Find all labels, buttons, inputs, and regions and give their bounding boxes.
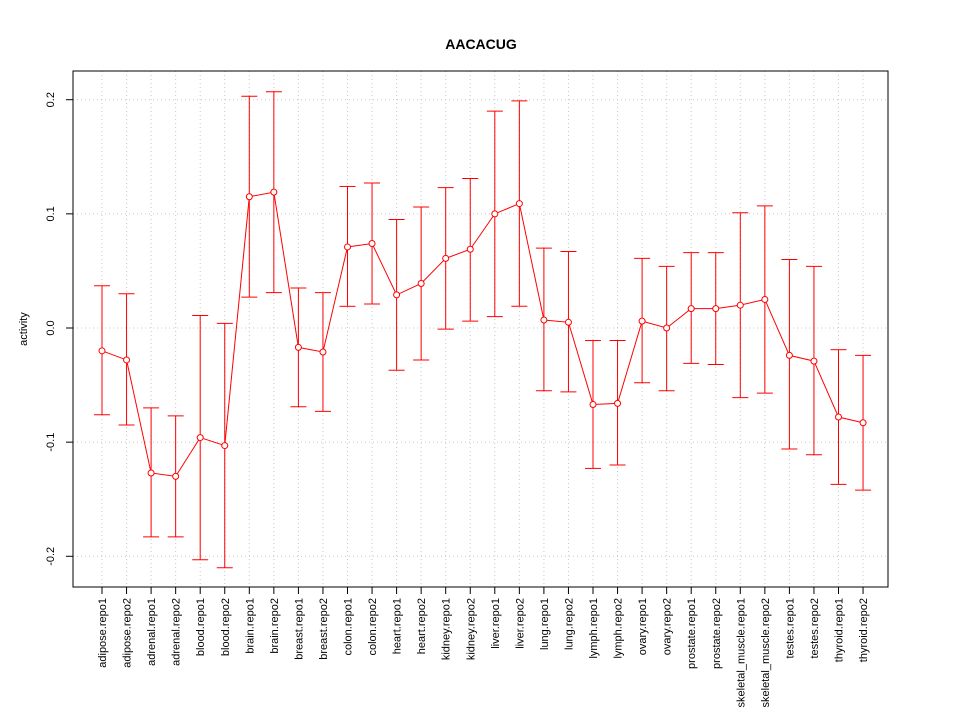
data-point <box>221 442 229 450</box>
data-point <box>245 193 253 201</box>
data-point <box>196 434 204 442</box>
data-point <box>270 188 278 196</box>
x-tick-label: breast.repo2 <box>318 598 330 660</box>
data-point <box>564 318 572 326</box>
data-point <box>810 357 818 365</box>
x-tick-label: ovary.repo2 <box>662 598 674 655</box>
data-point <box>344 243 351 251</box>
data-point <box>491 210 499 218</box>
data-point <box>540 316 548 324</box>
data-point <box>319 348 327 356</box>
series-line <box>101 191 864 477</box>
data-point <box>638 317 646 325</box>
y-tick-label: 0.2 <box>45 92 57 107</box>
data-point <box>859 419 867 427</box>
axes: -0.2 -0.1 0.0 0.1 0.2 adipose.repo1 adipose.re… <box>45 92 870 707</box>
data-point <box>393 291 401 299</box>
x-tick-label: liver.repo1 <box>490 598 502 649</box>
x-tick-label: breast.repo1 <box>293 598 305 660</box>
gridlines <box>73 71 888 587</box>
x-tick-label: colon.repo2 <box>367 598 379 656</box>
x-tick-label: blood.repo2 <box>220 598 232 656</box>
x-tick-label: lung.repo2 <box>563 598 575 650</box>
x-tick-label: brain.repo2 <box>269 598 281 654</box>
data-point <box>663 324 671 332</box>
x-tick-label: testes.repo1 <box>784 598 796 659</box>
x-tick-label: lung.repo1 <box>539 598 551 650</box>
plot-frame <box>72 70 889 588</box>
x-tick-label: prostate.repo2 <box>711 598 723 669</box>
x-tick-label: liver.repo2 <box>514 598 526 649</box>
data-point <box>835 413 842 421</box>
x-tick-label: adipose.repo2 <box>122 598 134 668</box>
data-point <box>368 240 376 248</box>
x-tick-label: brain.repo1 <box>244 598 256 654</box>
data-point <box>785 351 793 359</box>
x-tick-label: heart.repo1 <box>392 598 404 654</box>
x-tick-label: adipose.repo1 <box>97 598 109 668</box>
data-point <box>589 400 597 408</box>
data-point <box>466 245 474 253</box>
x-tick-label: skeletal_muscle.repo2 <box>760 598 772 707</box>
y-tick-label: 0.1 <box>45 206 57 221</box>
x-tick-label: kidney.repo1 <box>441 598 453 660</box>
y-tick-label: -0.1 <box>45 433 57 452</box>
x-tick-label: prostate.repo1 <box>686 598 698 669</box>
chart-title: AACACUG <box>445 36 517 52</box>
series-1 <box>94 91 872 569</box>
x-tick-label: blood.repo1 <box>195 598 207 656</box>
x-tick-label: testes.repo2 <box>809 598 821 659</box>
data-point <box>515 200 523 208</box>
data-point <box>712 305 720 313</box>
x-tick-label: adrenal.repo1 <box>146 598 158 666</box>
x-tick-label: thyroid.repo1 <box>834 598 846 662</box>
x-tick-label: skeletal_muscle.repo1 <box>735 598 747 707</box>
x-tick-label: adrenal.repo2 <box>171 598 183 666</box>
data-point <box>687 305 695 313</box>
data-point <box>614 399 622 407</box>
x-tick-label: kidney.repo2 <box>465 598 477 660</box>
data-point <box>172 472 180 480</box>
data-point <box>761 295 769 303</box>
data-point <box>417 279 425 287</box>
x-tick-label: heart.repo2 <box>416 598 428 654</box>
data-point <box>98 347 106 355</box>
x-tick-label: thyroid.repo2 <box>858 598 870 662</box>
data-point <box>442 254 450 262</box>
x-tick-label: lymph.repo2 <box>613 598 625 659</box>
x-tick-label: colon.repo1 <box>343 598 355 656</box>
y-axis-label: activity <box>18 312 30 346</box>
y-tick-label: -0.2 <box>45 547 57 566</box>
data-point <box>736 301 744 309</box>
x-tick-label: ovary.repo1 <box>637 598 649 655</box>
y-tick-label: 0.0 <box>45 320 57 335</box>
data-point <box>123 356 131 364</box>
data-point <box>147 469 155 477</box>
x-tick-label: lymph.repo1 <box>588 598 600 659</box>
data-point <box>294 343 302 351</box>
